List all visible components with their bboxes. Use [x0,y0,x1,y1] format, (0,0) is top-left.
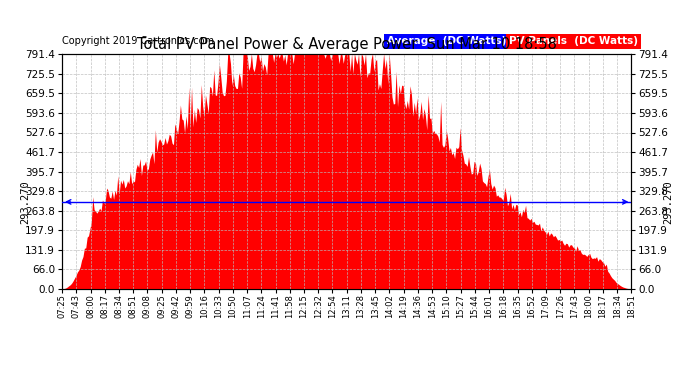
Text: 293.270: 293.270 [663,180,673,224]
Text: 293.270: 293.270 [20,180,30,224]
Text: PV Panels  (DC Watts): PV Panels (DC Watts) [509,36,638,46]
Text: Average  (DC Watts): Average (DC Watts) [386,36,506,46]
Text: Copyright 2019 Cartronics.com: Copyright 2019 Cartronics.com [62,36,214,46]
Title: Total PV Panel Power & Average Power  Sun Mar 10 18:58: Total PV Panel Power & Average Power Sun… [137,37,557,52]
